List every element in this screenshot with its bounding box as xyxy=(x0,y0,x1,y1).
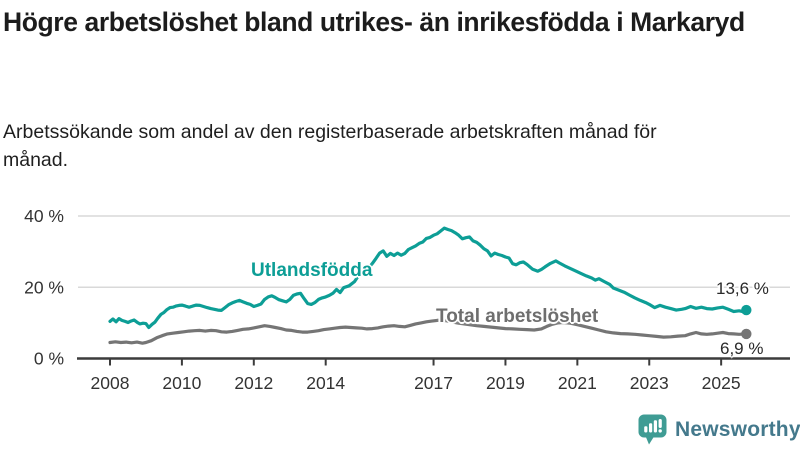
y-tick-label: 0 % xyxy=(34,349,64,369)
page-title: Högre arbetslöshet bland utrikes- än inr… xyxy=(3,7,745,37)
end-value-label-utlandsfodda: 13,6 % xyxy=(716,279,769,298)
series-end-dot-1 xyxy=(741,328,752,340)
series-label-utlandsfodda: Utlandsfödda xyxy=(251,260,373,281)
x-tick-label: 2010 xyxy=(162,373,201,393)
x-tick-label: 2023 xyxy=(630,373,669,393)
x-tick-label: 2017 xyxy=(414,373,453,393)
page-subtitle: Arbetssökande som andel av den registerb… xyxy=(3,121,657,171)
x-tick-label: 2008 xyxy=(91,373,130,393)
x-tick-label: 2019 xyxy=(486,373,525,393)
x-tick-label: 2025 xyxy=(702,373,741,393)
end-value-label-total: 6,9 % xyxy=(720,339,764,358)
series-end-dot-0 xyxy=(741,304,752,316)
newsworthy-brand-lockup[interactable]: Newsworthy xyxy=(638,414,800,445)
series-line-1 xyxy=(108,318,748,345)
y-tick-label: 20 % xyxy=(24,277,64,297)
bar-chart-speech-bubble-icon xyxy=(638,414,667,445)
y-tick-label: 40 % xyxy=(24,206,64,226)
series-line-0 xyxy=(108,226,748,330)
x-tick-label: 2021 xyxy=(558,373,597,393)
x-tick-label: 2014 xyxy=(306,373,345,393)
brand-name: Newsworthy xyxy=(675,417,800,441)
series-label-total-arbetsloshet: Total arbetslöshet xyxy=(436,306,599,327)
x-tick-label: 2012 xyxy=(234,373,273,393)
